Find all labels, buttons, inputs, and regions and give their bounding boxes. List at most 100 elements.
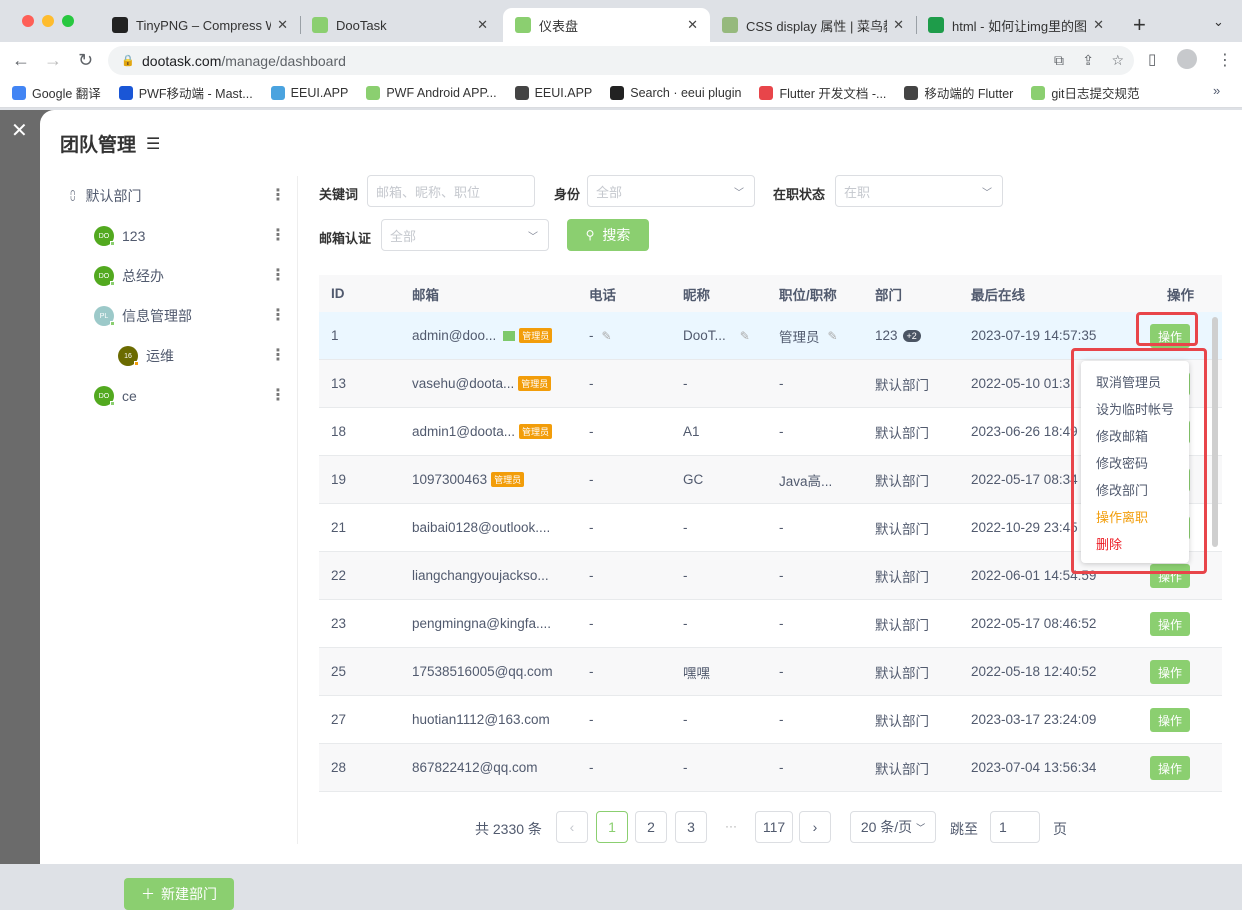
browser-tab[interactable]: TinyPNG – Compress We ✕ — [100, 8, 300, 42]
more-options-icon[interactable]: ⋮ — [270, 387, 286, 404]
menu-item[interactable]: 修改密码 — [1096, 456, 1149, 471]
department-item[interactable]: 16 运维 ⋮ — [60, 336, 298, 376]
page-3[interactable]: 3 — [675, 811, 707, 843]
forward-icon[interactable]: → — [44, 50, 62, 70]
cell-last-online-text: 2022-06-01 14:54:59 — [971, 568, 1097, 583]
browser-tab[interactable]: html - 如何让img里的图片 ✕ — [916, 8, 1116, 42]
cell-email: 17538516005@qq.com — [412, 648, 553, 695]
close-modal-icon[interactable]: ✕ — [11, 120, 28, 142]
more-options-icon[interactable]: ⋮ — [270, 187, 286, 204]
bookmark-item[interactable]: 移动端的 Flutter — [904, 83, 1013, 102]
tab-close-icon[interactable]: ✕ — [893, 17, 904, 32]
browser-tab[interactable]: CSS display 属性 | 菜鸟教 ✕ — [710, 8, 916, 42]
tab-close-icon[interactable]: ✕ — [477, 17, 488, 32]
admin-badge: 管理员 — [491, 472, 525, 487]
email-verify-select[interactable]: 全部 ﹀ — [381, 219, 549, 251]
tab-title: TinyPNG – Compress We — [136, 17, 272, 33]
operation-button[interactable]: 操作 — [1150, 708, 1190, 732]
table-row[interactable]: 27 huotian1112@163.com - - - 默认部门 2023-03-17 2… — [319, 696, 1222, 744]
menu-icon[interactable]: ⋮ — [1217, 52, 1233, 69]
cell-email-text: baibai0128@outlook.... — [412, 520, 551, 535]
more-options-icon[interactable]: ⋮ — [270, 307, 286, 324]
cell-position: - — [779, 696, 784, 743]
url-input[interactable]: 🔒 dootask.com/manage/dashboard ⧉ ⇪ ☆ — [108, 46, 1134, 75]
window-controls[interactable] — [22, 15, 74, 27]
cell-nickname-text: A1 — [683, 424, 700, 439]
menu-item[interactable]: 删除 — [1096, 537, 1123, 552]
sidebar-icon[interactable]: ▯ — [1148, 51, 1157, 68]
menu-item[interactable]: 取消管理员 — [1096, 375, 1162, 390]
page-1[interactable]: 1 — [596, 811, 628, 843]
department-item[interactable]: DO 123 ⋮ — [60, 216, 298, 256]
star-icon[interactable]: ☆ — [1111, 52, 1124, 68]
department-item[interactable]: DO 总经办 ⋮ — [60, 256, 298, 296]
status-select[interactable]: 在职 ﹀ — [835, 175, 1003, 207]
department-item[interactable]: DO ce ⋮ — [60, 376, 298, 416]
identity-select[interactable]: 全部 ﹀ — [587, 175, 755, 207]
more-bookmarks-icon[interactable]: » — [1213, 83, 1221, 98]
more-options-icon[interactable]: ⋮ — [270, 227, 286, 244]
browser-tab[interactable]: DooTask ✕ — [300, 8, 500, 42]
more-options-icon[interactable]: ⋮ — [270, 267, 286, 284]
department-item[interactable]: ⩇ 默认部门 ⋮ — [60, 176, 298, 216]
new-department-button[interactable]: ＋ 新建部门 — [124, 878, 234, 910]
bookmark-label: git日志提交规范 — [1051, 87, 1140, 101]
department-item[interactable]: PL 信息管理部 ⋮ — [60, 296, 298, 336]
operation-button[interactable]: 操作 — [1150, 612, 1190, 636]
page-117[interactable]: 117 — [755, 811, 793, 843]
bookmark-item[interactable]: EEUI.APP — [514, 85, 592, 100]
menu-collapse-icon[interactable]: ☰ — [146, 135, 161, 153]
cell-email-text: admin1@doota... — [412, 424, 516, 439]
bookmark-item[interactable]: Google 翻译 — [12, 83, 101, 102]
browser-tab[interactable]: 仪表盘 ✕ — [503, 8, 710, 42]
menu-item[interactable]: 操作离职 — [1096, 510, 1149, 525]
bookmark-item[interactable]: PWF移动端 - Mast... — [118, 83, 253, 102]
table-row[interactable]: 22 liangchangyoujackso... - - - 默认部门 2022-06-0… — [319, 552, 1222, 600]
operation-button[interactable]: 操作 — [1150, 756, 1190, 780]
tab-close-icon[interactable]: ✕ — [1093, 17, 1104, 32]
page-size-select[interactable]: 20 条/页 ﹀ — [850, 811, 936, 843]
address-bar-row: ← → ↻ 🔒 dootask.com/manage/dashboard ⧉ ⇪… — [0, 42, 1242, 78]
operation-button[interactable]: 操作 — [1150, 660, 1190, 684]
bookmark-item[interactable]: EEUI.APP — [270, 85, 348, 100]
table-row[interactable]: 25 17538516005@qq.com - 嘿嘿 - 默认部门 2022-05-18 1… — [319, 648, 1222, 696]
new-tab-button[interactable]: + — [1133, 12, 1146, 37]
zoom-window-button[interactable] — [62, 15, 74, 27]
keyword-input[interactable]: 邮箱、昵称、职位 — [367, 175, 535, 207]
cell-position-text: - — [779, 760, 784, 775]
bookmark-item[interactable]: Flutter 开发文档 -... — [759, 83, 886, 102]
profile-avatar[interactable] — [1177, 49, 1197, 69]
close-window-button[interactable] — [22, 15, 34, 27]
menu-item[interactable]: 修改邮箱 — [1096, 429, 1149, 444]
page-2[interactable]: 2 — [635, 811, 667, 843]
cell-nickname-text: - — [683, 616, 688, 631]
column-header: 操作 — [1167, 287, 1194, 303]
more-options-icon[interactable]: ⋮ — [270, 347, 286, 364]
bookmark-item[interactable]: Search · eeui plugin — [610, 85, 741, 100]
edit-icon[interactable]: ✎ — [601, 328, 612, 343]
back-icon[interactable]: ← — [12, 50, 30, 70]
translate-icon[interactable]: ⧉ — [1054, 52, 1064, 68]
page-ellipsis[interactable]: ··· — [725, 819, 737, 833]
table-scrollbar[interactable] — [1212, 317, 1218, 547]
cell-department: 默认部门 — [875, 504, 929, 551]
next-page-button[interactable]: › — [799, 811, 831, 843]
jump-page-input[interactable]: 1 — [990, 811, 1040, 843]
table-row[interactable]: 23 pengmingna@kingfa.... - - - 默认部门 2022-05-17… — [319, 600, 1222, 648]
tab-close-icon[interactable]: ✕ — [277, 17, 288, 32]
department-avatar: DO — [94, 266, 115, 286]
menu-item[interactable]: 设为临时帐号 — [1096, 402, 1175, 417]
edit-icon[interactable]: ✎ — [827, 328, 838, 343]
minimize-window-button[interactable] — [42, 15, 54, 27]
bookmark-item[interactable]: git日志提交规范 — [1031, 83, 1140, 102]
search-button[interactable]: ⚲ 搜索 — [567, 219, 649, 251]
reload-icon[interactable]: ↻ — [78, 50, 94, 70]
share-icon[interactable]: ⇪ — [1082, 52, 1094, 68]
edit-icon[interactable]: ✎ — [739, 328, 750, 343]
table-row[interactable]: 28 867822412@qq.com - - - 默认部门 2023-07-04 13:5… — [319, 744, 1222, 792]
tab-list-chevron-icon[interactable]: ⌄ — [1213, 14, 1224, 29]
bookmark-item[interactable]: PWF Android APP... — [366, 85, 497, 100]
prev-page-button[interactable]: ‹ — [556, 811, 588, 843]
tab-close-icon[interactable]: ✕ — [687, 17, 698, 32]
menu-item[interactable]: 修改部门 — [1096, 483, 1149, 498]
